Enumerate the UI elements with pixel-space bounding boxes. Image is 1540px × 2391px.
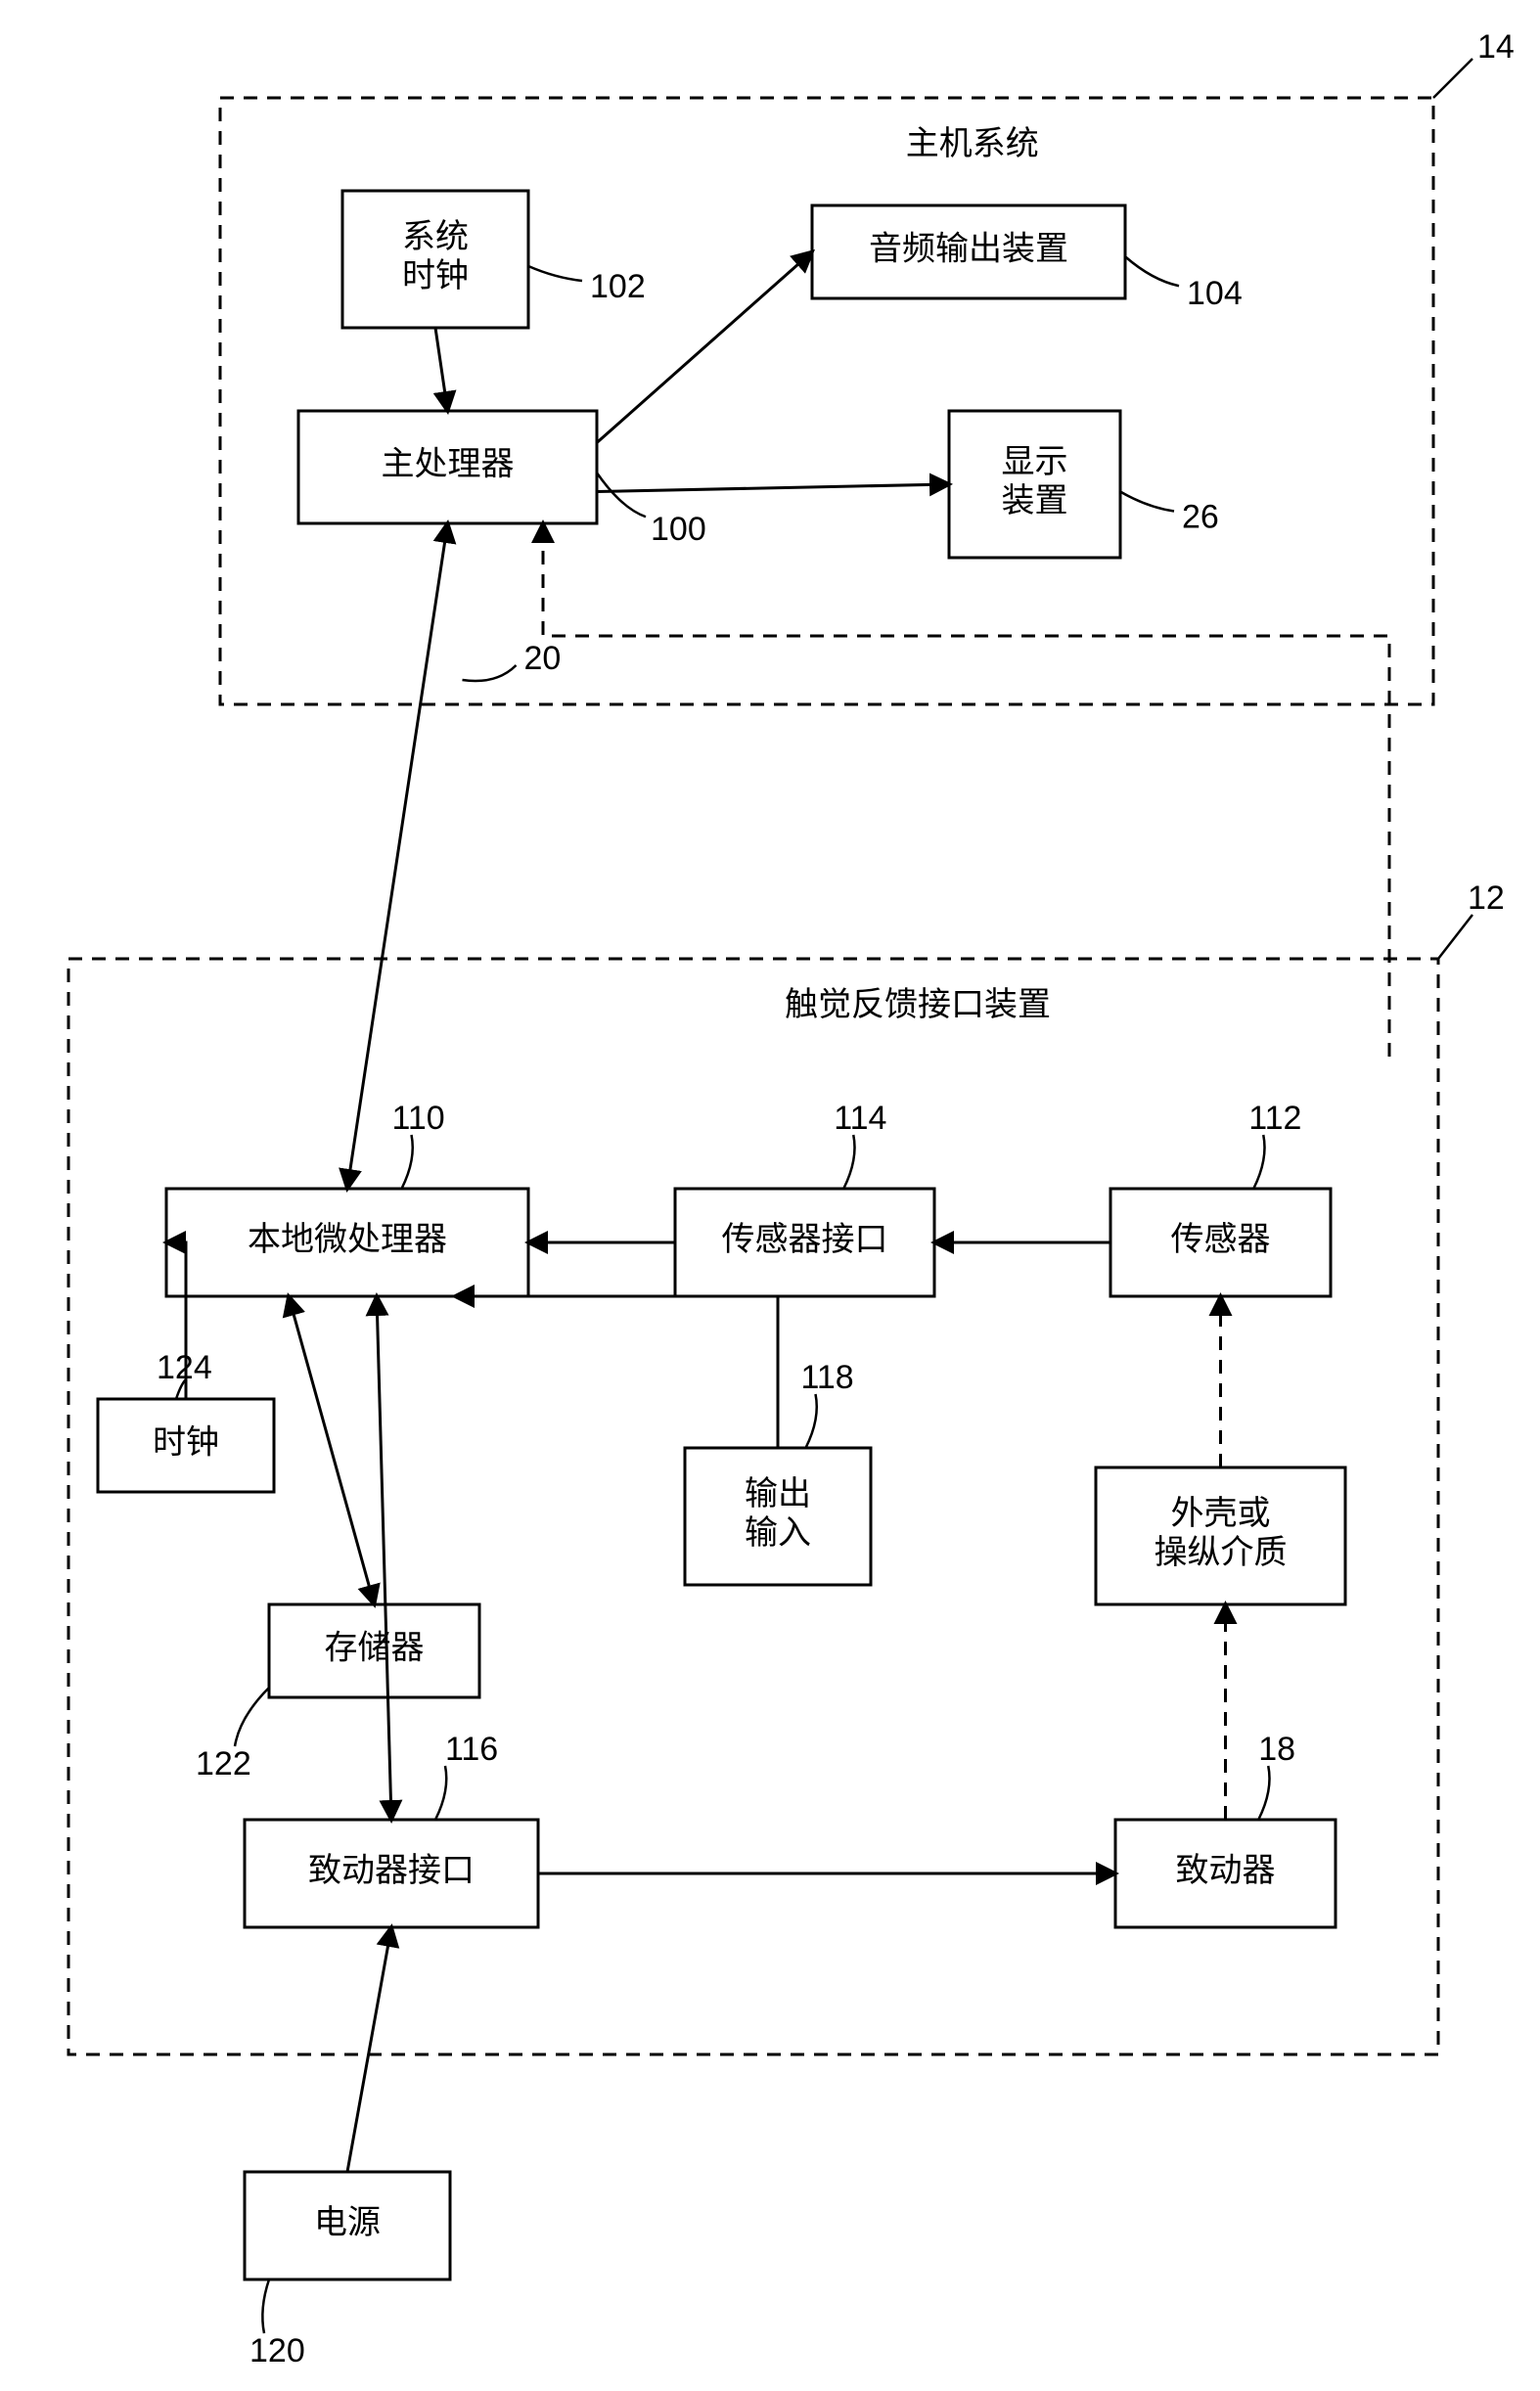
ref-label: 110	[392, 1100, 445, 1137]
ref-label: 20	[524, 640, 562, 677]
ref-label: 122	[196, 1745, 251, 1782]
leader-line	[1433, 59, 1472, 98]
ref-label: 112	[1248, 1100, 1301, 1137]
block-label: 音频输出装置	[869, 230, 1068, 267]
leader-line	[1125, 256, 1179, 286]
leader-line	[463, 665, 517, 681]
ref-label: 18	[1258, 1731, 1295, 1768]
block-label: 操纵介质	[1155, 1534, 1288, 1571]
arrow	[455, 1296, 778, 1448]
arrow	[597, 484, 949, 492]
block-label: 时钟	[153, 1424, 219, 1461]
block-label: 时钟	[402, 258, 469, 294]
leader-line	[402, 1135, 413, 1189]
block-label: 致动器	[1176, 1852, 1276, 1889]
block-label: 本地微处理器	[248, 1221, 447, 1258]
block-label: 装置	[1002, 482, 1068, 519]
ref-label: 118	[801, 1359, 854, 1396]
arrow	[289, 1296, 375, 1604]
block-label: 存储器	[325, 1629, 425, 1666]
ref-label: 114	[834, 1100, 886, 1137]
leader-line	[1438, 915, 1472, 959]
leader-line	[435, 1766, 446, 1820]
block-label: 显示	[1002, 444, 1068, 480]
ref-label: 120	[249, 2332, 305, 2369]
ref-label: 12	[1468, 880, 1505, 917]
block-label: 输出	[745, 1475, 811, 1512]
block-label: 传感器	[1171, 1221, 1271, 1258]
ref-label: 116	[445, 1731, 498, 1768]
ref-label: 104	[1187, 275, 1243, 312]
region-box	[220, 98, 1433, 704]
block-label: 主处理器	[382, 446, 515, 482]
leader-line	[843, 1135, 854, 1189]
block-label: 传感器接口	[722, 1221, 888, 1258]
block-label: 电源	[314, 2204, 381, 2241]
arrow	[377, 1296, 391, 1820]
leader-line	[1253, 1135, 1264, 1189]
arrow	[347, 1927, 391, 2172]
leader-line	[235, 1688, 269, 1746]
block-label: 系统	[402, 218, 469, 255]
leader-line	[806, 1394, 817, 1448]
arrow	[347, 523, 448, 1189]
arrow	[435, 328, 448, 411]
ref-label: 26	[1182, 498, 1219, 535]
leader-line	[1120, 492, 1174, 512]
block-label: 外壳或	[1171, 1495, 1271, 1532]
ref-label: 14	[1477, 28, 1515, 66]
leader-line	[262, 2279, 269, 2333]
ref-label: 100	[651, 511, 706, 548]
feedback-dashed-arrow	[543, 523, 1389, 1057]
leader-line	[528, 266, 582, 281]
region-title: 主机系统	[906, 125, 1039, 162]
block-label: 输入	[745, 1514, 811, 1552]
leader-line	[597, 473, 646, 517]
region-title: 触觉反馈接口装置	[785, 986, 1051, 1023]
leader-line	[1258, 1766, 1269, 1820]
ref-label: 102	[590, 268, 646, 305]
block-label: 致动器接口	[308, 1852, 475, 1889]
